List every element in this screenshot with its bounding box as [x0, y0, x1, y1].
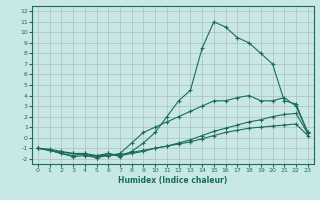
- X-axis label: Humidex (Indice chaleur): Humidex (Indice chaleur): [118, 176, 228, 185]
